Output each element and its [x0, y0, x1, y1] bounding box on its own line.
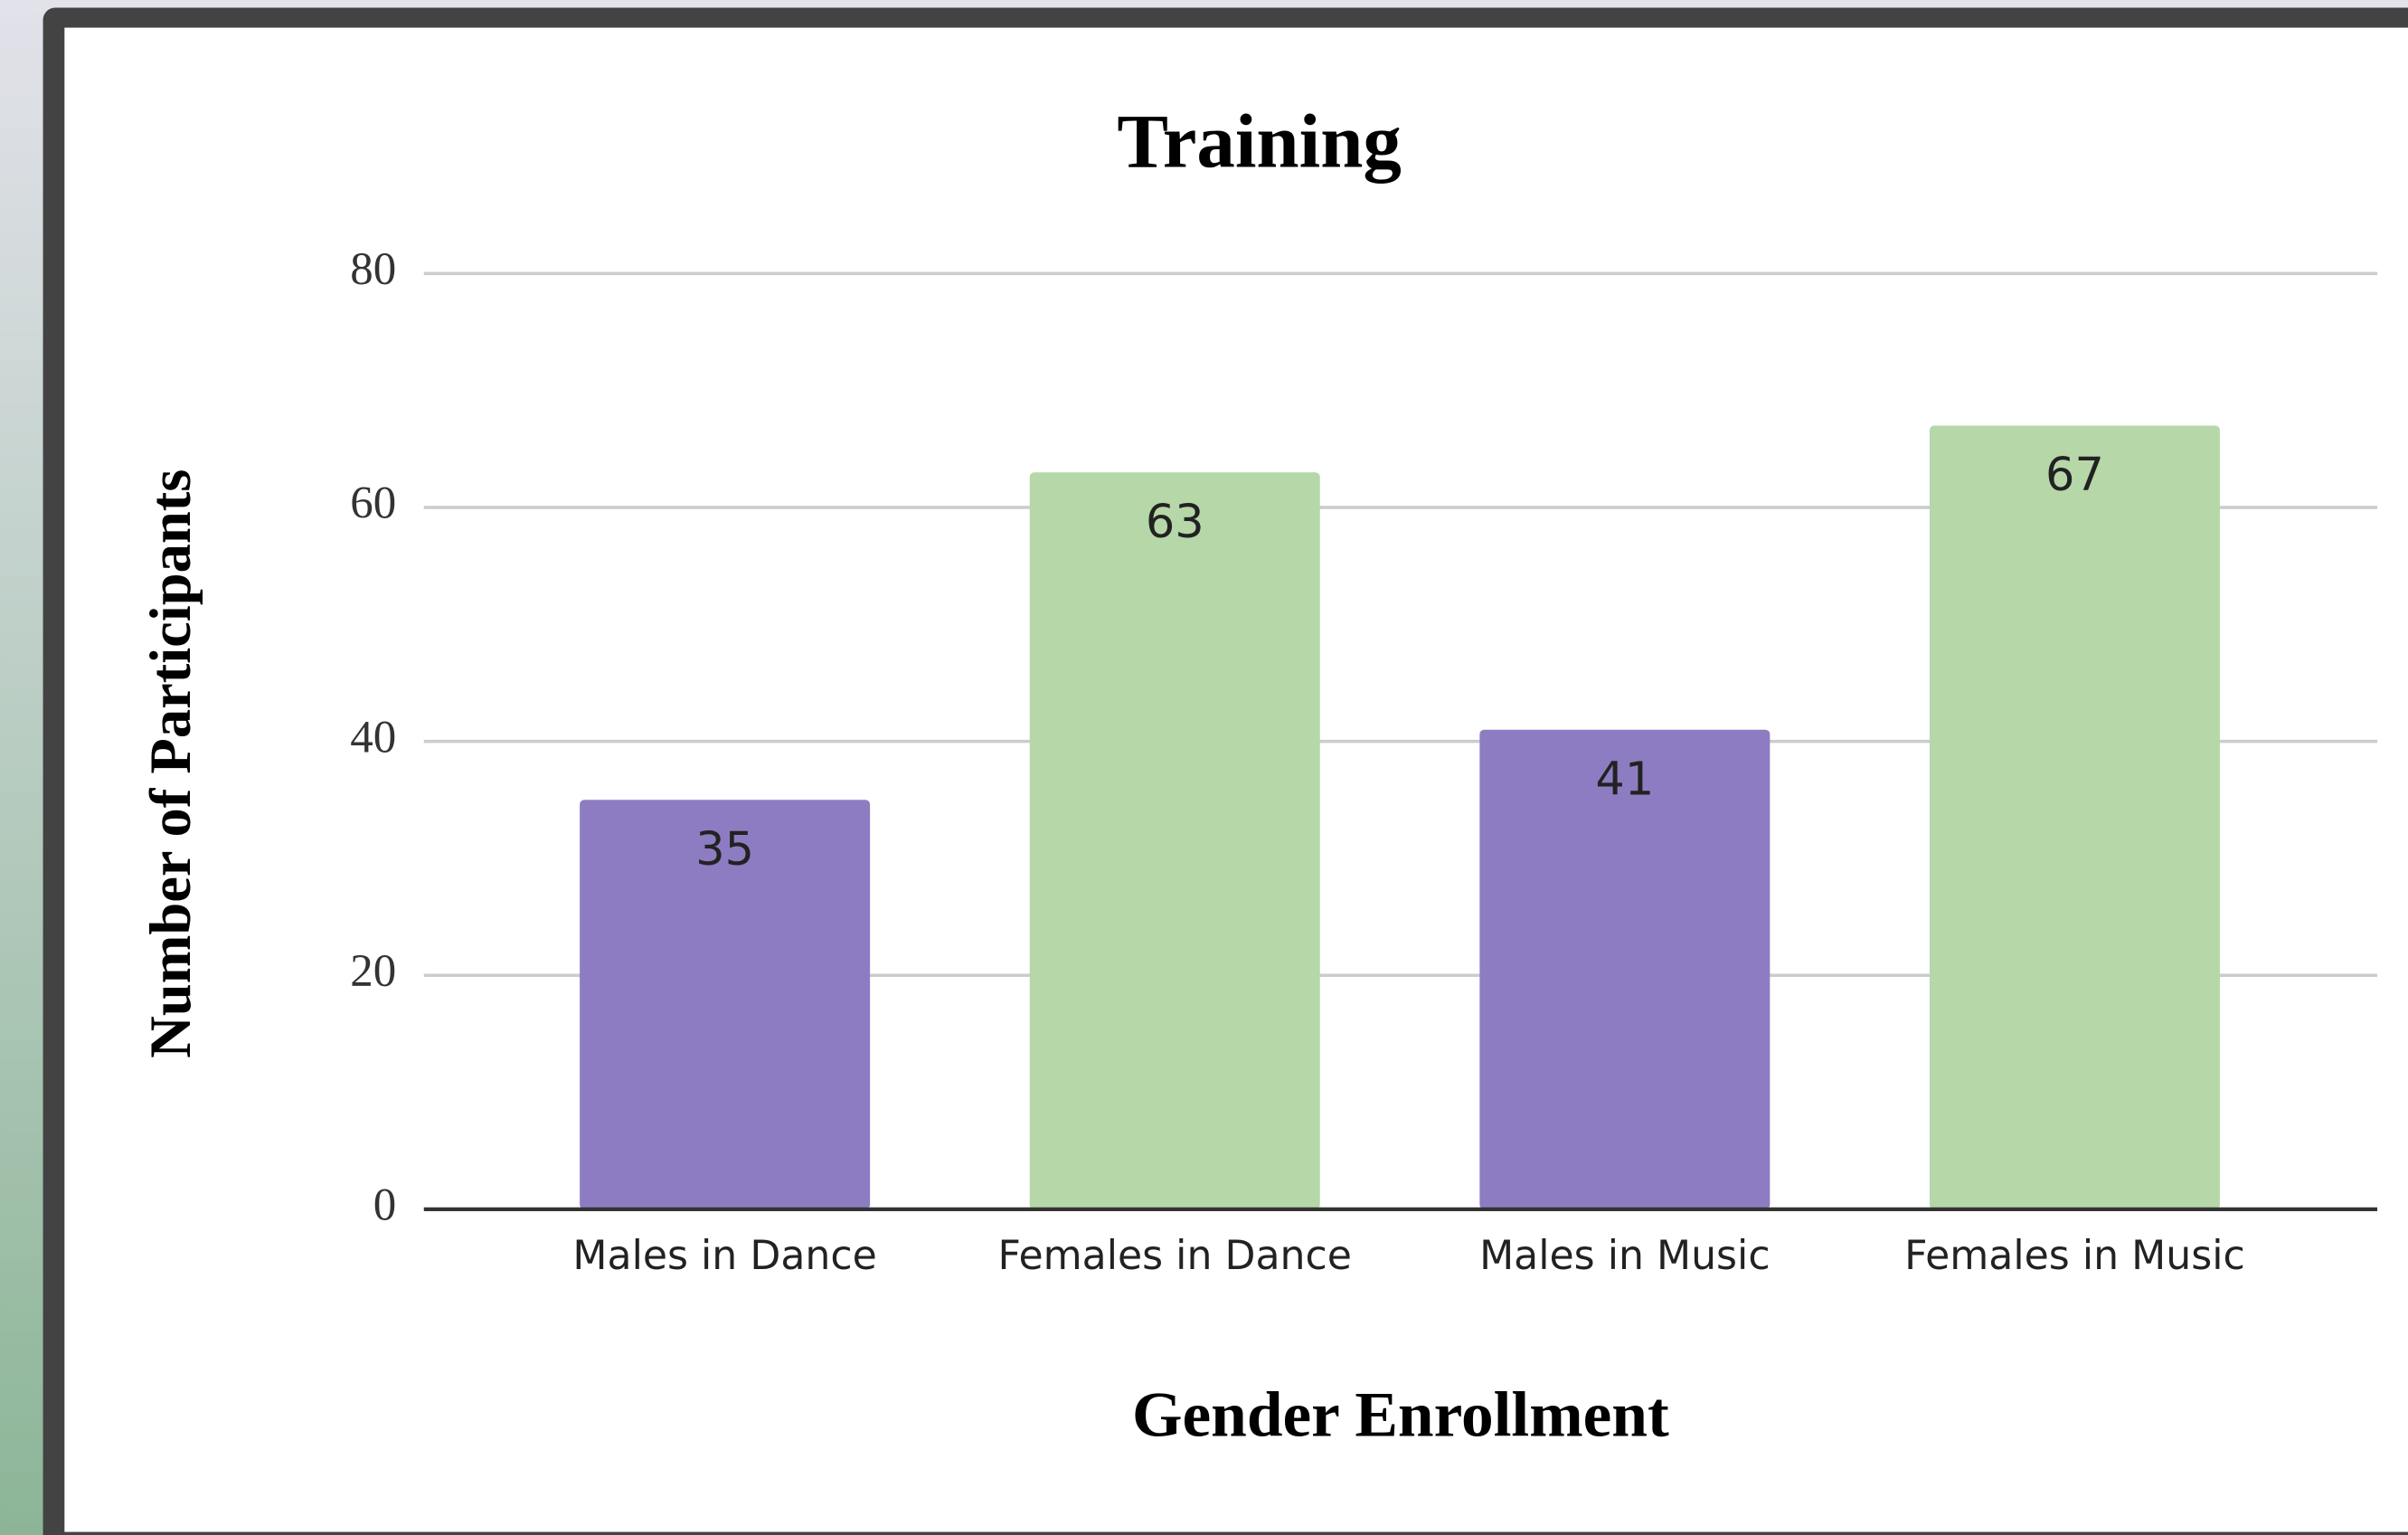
- data-label: 63: [1146, 496, 1204, 549]
- x-tick-label: Males in Dance: [572, 1233, 876, 1279]
- data-label: 67: [2045, 449, 2104, 502]
- y-tick-label: 0: [373, 1180, 396, 1231]
- y-axis-label: Number of Participants: [137, 469, 203, 1058]
- y-tick-label: 80: [350, 244, 396, 295]
- x-tick-label: Males in Music: [1479, 1233, 1771, 1279]
- bar: [1479, 729, 1771, 1209]
- y-tick-label: 60: [350, 479, 396, 529]
- bar: [1929, 425, 2220, 1209]
- x-tick-label: Females in Dance: [998, 1233, 1352, 1279]
- data-label: 41: [1595, 753, 1654, 806]
- y-tick-label: 40: [350, 712, 396, 763]
- y-tick-label: 20: [350, 946, 396, 997]
- x-axis-label: Gender Enrollment: [1132, 1379, 1669, 1451]
- data-label: 35: [695, 823, 754, 876]
- chart-title: Training: [1117, 99, 1402, 184]
- x-tick-label: Females in Music: [1904, 1233, 2245, 1279]
- bar: [580, 800, 871, 1209]
- bar: [1029, 472, 1320, 1209]
